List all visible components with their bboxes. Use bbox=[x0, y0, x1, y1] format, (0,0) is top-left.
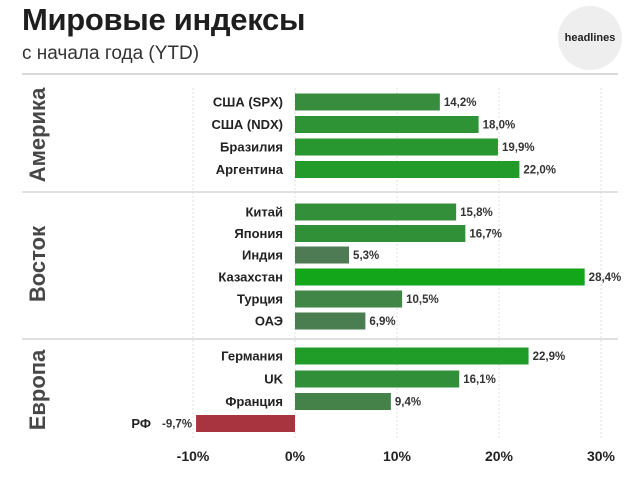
logo-text: headlines bbox=[564, 32, 616, 44]
category-label: Франция bbox=[225, 394, 283, 409]
x-tick-label: 20% bbox=[485, 448, 514, 464]
x-tick-label: 30% bbox=[587, 448, 616, 464]
bar bbox=[295, 225, 466, 242]
value-label: 14,2% bbox=[444, 97, 477, 109]
value-label: 6,9% bbox=[369, 316, 395, 328]
value-label: 28,4% bbox=[589, 272, 622, 284]
bar bbox=[295, 268, 585, 286]
chart-title: Мировые индексы bbox=[22, 2, 306, 37]
category-label: Бразилия bbox=[220, 140, 283, 155]
bar bbox=[295, 312, 366, 330]
category-label: Китай bbox=[245, 205, 283, 220]
bars bbox=[196, 93, 585, 432]
x-tick-label: 10% bbox=[383, 448, 412, 464]
category-label: США (NDX) bbox=[211, 117, 283, 132]
bar bbox=[295, 161, 520, 178]
labels: США (SPX) 14,2% США (NDX) 18,0% Бразилия 19,9… bbox=[131, 95, 621, 432]
bar bbox=[295, 246, 350, 264]
category-label: Турция bbox=[237, 292, 283, 307]
category-label: РФ bbox=[131, 416, 151, 431]
category-label: Япония bbox=[234, 226, 283, 241]
value-label: 22,0% bbox=[523, 165, 556, 177]
headlines-logo: headlines bbox=[558, 6, 622, 70]
header-divider bbox=[22, 73, 618, 75]
value-label: 19,9% bbox=[502, 142, 535, 154]
bar bbox=[295, 116, 479, 133]
value-label: 9,4% bbox=[395, 397, 421, 409]
category-label: ОАЭ bbox=[255, 314, 283, 329]
value-label: 15,8% bbox=[460, 207, 493, 219]
value-label: 22,9% bbox=[533, 351, 566, 363]
bar bbox=[295, 347, 529, 365]
value-label: 16,7% bbox=[469, 229, 502, 241]
bar bbox=[295, 393, 391, 410]
value-label: -9,7% bbox=[162, 419, 192, 431]
bar bbox=[295, 138, 498, 156]
x-tick-label: -10% bbox=[177, 448, 210, 464]
bar bbox=[295, 370, 460, 388]
value-label: 16,1% bbox=[463, 374, 496, 386]
category-label: UK bbox=[264, 372, 283, 387]
value-label: 18,0% bbox=[483, 120, 516, 132]
x-axis-ticks: -10% 0% 10% 20% 30% bbox=[177, 448, 616, 464]
bar bbox=[295, 290, 403, 308]
bar bbox=[295, 203, 457, 221]
value-label: 5,3% bbox=[353, 250, 379, 262]
bar bbox=[295, 93, 440, 111]
chart-subtitle: с начала года (YTD) bbox=[22, 43, 200, 64]
category-label: Аргентина bbox=[216, 162, 284, 177]
category-label: США (SPX) bbox=[213, 95, 283, 110]
category-label: Казахстан bbox=[218, 270, 283, 285]
group-separators bbox=[22, 191, 618, 340]
bar bbox=[196, 415, 295, 432]
x-tick-label: 0% bbox=[285, 448, 306, 464]
category-label: Германия bbox=[221, 349, 283, 364]
category-label: Индия bbox=[242, 248, 283, 263]
value-label: 10,5% bbox=[406, 294, 439, 306]
